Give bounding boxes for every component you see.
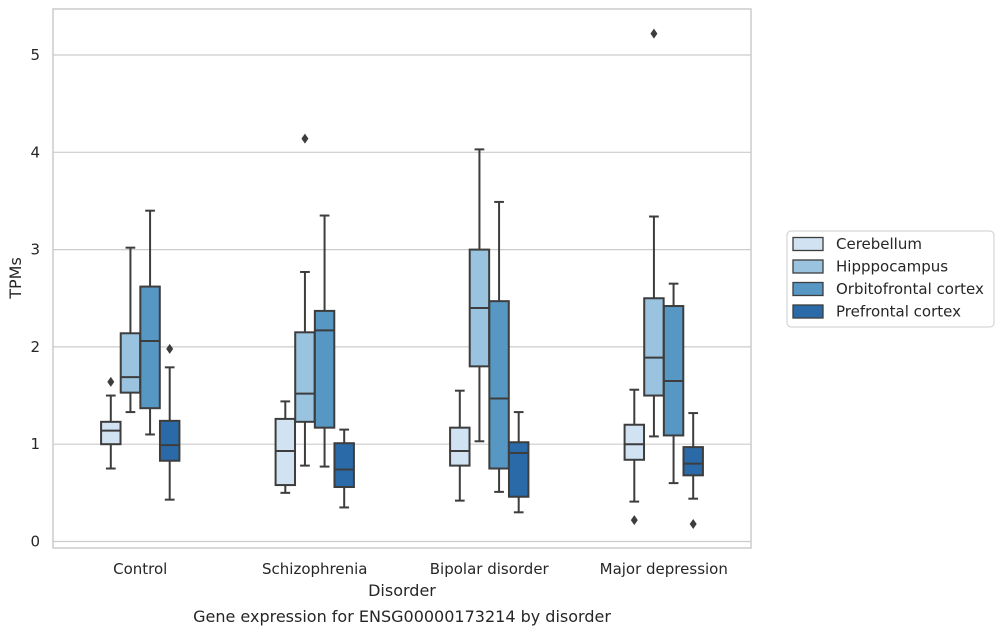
x-tick-label: Control	[113, 560, 167, 578]
series-3	[158, 343, 704, 529]
legend-frame	[786, 230, 995, 328]
iqr-box	[294, 331, 316, 423]
legend-label: Orbitofrontal cortex	[836, 280, 984, 298]
outlier-point	[630, 515, 638, 526]
y-tick-label: 2	[30, 338, 40, 356]
x-tick-label: Schizophrenia	[262, 560, 367, 578]
box	[294, 133, 316, 467]
x-axis-label: Disorder	[368, 581, 436, 600]
series-1	[119, 28, 665, 467]
iqr-box	[313, 309, 336, 429]
legend-swatch	[792, 236, 824, 252]
outlier-point	[650, 28, 658, 39]
outlier-point	[166, 343, 174, 354]
box	[313, 214, 336, 468]
box	[662, 282, 685, 485]
y-tick-label: 3	[30, 241, 40, 259]
y-tick-label: 4	[30, 143, 40, 161]
box	[158, 343, 181, 501]
y-tick-label: 5	[30, 46, 40, 64]
x-axis-ticks: Control Schizophrenia Bipolar disorder Majo…	[113, 560, 728, 578]
legend-swatch	[792, 259, 824, 274]
box	[100, 376, 122, 470]
y-tick-label: 0	[30, 533, 40, 551]
y-tick-label: 1	[30, 435, 40, 453]
outlier-point	[689, 518, 697, 529]
box	[274, 400, 297, 494]
box	[643, 28, 665, 438]
box	[449, 389, 471, 502]
iqr-box	[623, 423, 646, 461]
series-0	[100, 376, 646, 526]
box	[682, 412, 704, 529]
iqr-box	[488, 300, 510, 470]
outlier-point	[301, 133, 309, 144]
box	[468, 148, 491, 443]
series-2	[139, 200, 685, 493]
iqr-box	[119, 332, 142, 394]
iqr-box	[158, 419, 181, 462]
iqr-box	[682, 446, 704, 477]
box	[119, 246, 142, 414]
iqr-box	[100, 420, 122, 446]
y-axis-label: TPMs	[6, 257, 25, 300]
legend-label: Prefrontal cortex	[836, 303, 961, 321]
legend-swatch	[792, 304, 824, 319]
x-tick-label: Bipolar disorder	[430, 560, 550, 578]
legend: Cerebellum Hipppocampus Orbitofrontal cort…	[786, 230, 995, 328]
iqr-box	[139, 285, 161, 410]
box-series	[100, 28, 704, 529]
iqr-box	[643, 297, 665, 397]
plot-frame	[52, 8, 752, 549]
iqr-box	[333, 442, 355, 489]
iqr-box	[662, 305, 685, 437]
box	[507, 411, 530, 514]
box	[623, 388, 646, 526]
outlier-point	[107, 376, 115, 387]
box	[333, 428, 355, 509]
box	[139, 209, 161, 436]
legend-label: Hipppocampus	[836, 258, 948, 276]
legend-swatch	[792, 281, 824, 297]
legend-label: Cerebellum	[836, 235, 922, 253]
x-tick-label: Major depression	[600, 560, 728, 578]
chart-caption: Gene expression for ENSG00000173214 by d…	[193, 607, 611, 626]
iqr-box	[449, 426, 471, 467]
box	[488, 200, 510, 493]
iqr-box	[507, 441, 530, 498]
y-axis-ticks: 0 1 2 3 4 5	[30, 46, 40, 551]
